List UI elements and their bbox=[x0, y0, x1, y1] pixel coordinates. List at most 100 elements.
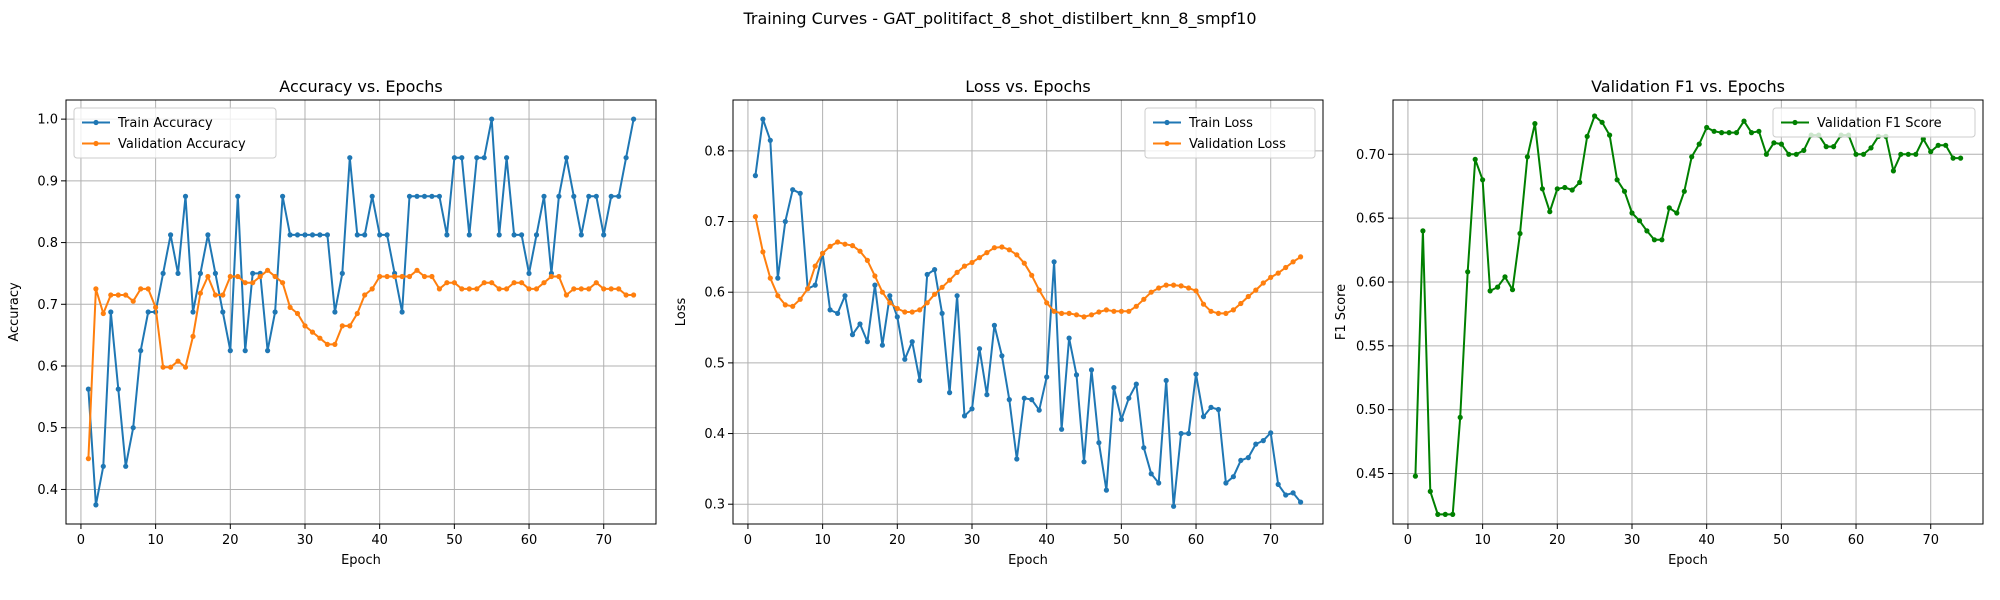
data-point bbox=[160, 270, 166, 276]
data-point bbox=[1283, 264, 1289, 271]
data-point bbox=[287, 304, 293, 310]
data-point bbox=[489, 280, 495, 286]
data-point bbox=[526, 286, 532, 292]
data-point bbox=[451, 155, 457, 161]
data-point bbox=[924, 271, 930, 278]
data-point bbox=[541, 193, 547, 199]
data-point bbox=[1268, 430, 1274, 436]
y-tick-label: 0.6 bbox=[704, 286, 725, 301]
data-point bbox=[145, 309, 151, 315]
data-point bbox=[451, 280, 457, 286]
data-point bbox=[1096, 309, 1102, 315]
data-point bbox=[932, 267, 938, 273]
data-point bbox=[1283, 492, 1289, 498]
data-point bbox=[775, 275, 781, 281]
data-point bbox=[436, 286, 442, 292]
data-point bbox=[474, 155, 480, 161]
data-point bbox=[280, 193, 286, 199]
data-point bbox=[1088, 367, 1095, 373]
subplots: 0 10 20 30 40 50 60 70 0.4 0.5 0.6 0.7 0.8 0.9 1.0 Accu… bbox=[7, 77, 1984, 568]
data-point bbox=[797, 190, 803, 196]
data-point bbox=[976, 346, 983, 352]
data-point bbox=[1958, 155, 1964, 161]
data-point bbox=[1021, 260, 1027, 266]
data-point bbox=[556, 273, 562, 280]
data-point bbox=[93, 286, 99, 292]
data-point bbox=[969, 406, 975, 412]
x-tick-label: 20 bbox=[222, 533, 239, 548]
data-point bbox=[857, 248, 863, 254]
data-point bbox=[227, 273, 233, 280]
data-point bbox=[1223, 310, 1229, 316]
data-point bbox=[864, 339, 871, 345]
data-point bbox=[917, 307, 923, 313]
data-point bbox=[1629, 210, 1635, 216]
data-point bbox=[332, 341, 338, 347]
data-point bbox=[1133, 381, 1139, 387]
data-point bbox=[466, 286, 472, 292]
data-point bbox=[1014, 252, 1020, 258]
data-point bbox=[887, 293, 893, 299]
data-point bbox=[752, 214, 759, 220]
data-point bbox=[805, 286, 811, 292]
data-point bbox=[1793, 151, 1799, 157]
data-point bbox=[265, 267, 271, 273]
data-point bbox=[421, 193, 428, 199]
data-point bbox=[1066, 335, 1072, 341]
x-tick-label: 30 bbox=[964, 533, 981, 548]
data-point bbox=[332, 309, 338, 315]
data-point bbox=[1051, 259, 1057, 265]
data-point bbox=[593, 193, 599, 199]
data-point bbox=[1036, 287, 1042, 293]
data-point bbox=[1141, 296, 1147, 302]
data-point bbox=[835, 310, 841, 316]
data-point bbox=[563, 292, 570, 298]
y-tick-label: 0.8 bbox=[704, 144, 725, 159]
data-point bbox=[138, 348, 144, 354]
data-point bbox=[85, 456, 91, 462]
data-point bbox=[1913, 151, 1919, 157]
y-tick-label: 0.4 bbox=[37, 483, 58, 498]
data-point bbox=[775, 293, 781, 299]
data-point bbox=[790, 187, 796, 193]
data-point bbox=[1674, 210, 1680, 216]
data-point bbox=[939, 284, 945, 290]
data-point bbox=[827, 307, 833, 313]
legend-box bbox=[1772, 107, 1976, 138]
data-point bbox=[429, 273, 435, 280]
data-point bbox=[608, 193, 614, 199]
data-point bbox=[894, 305, 900, 312]
data-point bbox=[197, 290, 203, 296]
data-point bbox=[1290, 490, 1296, 496]
data-point bbox=[1111, 308, 1117, 314]
data-point bbox=[1171, 282, 1177, 288]
x-tick-label: 50 bbox=[1773, 533, 1790, 548]
data-point bbox=[939, 310, 945, 316]
data-point bbox=[354, 310, 360, 317]
data-point bbox=[108, 292, 114, 298]
data-point bbox=[827, 243, 833, 249]
data-point bbox=[563, 155, 570, 161]
data-point bbox=[1614, 177, 1620, 183]
x-tick-label: 20 bbox=[1549, 533, 1566, 548]
data-point bbox=[1021, 395, 1027, 401]
data-point bbox=[377, 232, 383, 238]
data-point bbox=[504, 286, 510, 292]
data-point bbox=[1059, 310, 1065, 316]
data-point bbox=[190, 333, 196, 339]
data-point bbox=[1741, 118, 1747, 124]
data-point bbox=[849, 243, 856, 249]
y-tick-label: 0.6 bbox=[37, 360, 58, 375]
data-point bbox=[1435, 511, 1441, 517]
data-point bbox=[1853, 151, 1859, 157]
legend-marker bbox=[1164, 140, 1170, 147]
data-point bbox=[1905, 151, 1911, 157]
data-point bbox=[1186, 285, 1192, 291]
data-point bbox=[1719, 130, 1725, 136]
data-point bbox=[1118, 416, 1124, 422]
data-point bbox=[578, 232, 584, 238]
legend-marker bbox=[93, 119, 99, 126]
data-point bbox=[1260, 280, 1266, 286]
data-point bbox=[1044, 374, 1050, 380]
data-point bbox=[991, 245, 998, 251]
